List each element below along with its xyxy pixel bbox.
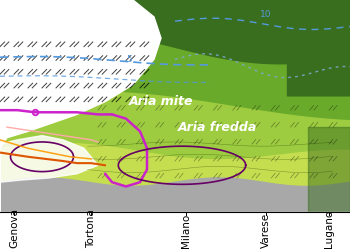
Text: Tortona: Tortona (86, 209, 96, 248)
Text: Lugano: Lugano (324, 210, 334, 248)
Text: Genova: Genova (9, 208, 19, 248)
Text: Aria fredda: Aria fredda (177, 120, 257, 134)
Text: Milano: Milano (181, 214, 190, 248)
Polygon shape (0, 0, 161, 212)
Polygon shape (0, 136, 98, 182)
Text: 5: 5 (127, 55, 132, 64)
Text: 10: 10 (260, 10, 272, 19)
Text: Aria mite: Aria mite (129, 95, 193, 108)
Text: Varese: Varese (261, 213, 271, 248)
